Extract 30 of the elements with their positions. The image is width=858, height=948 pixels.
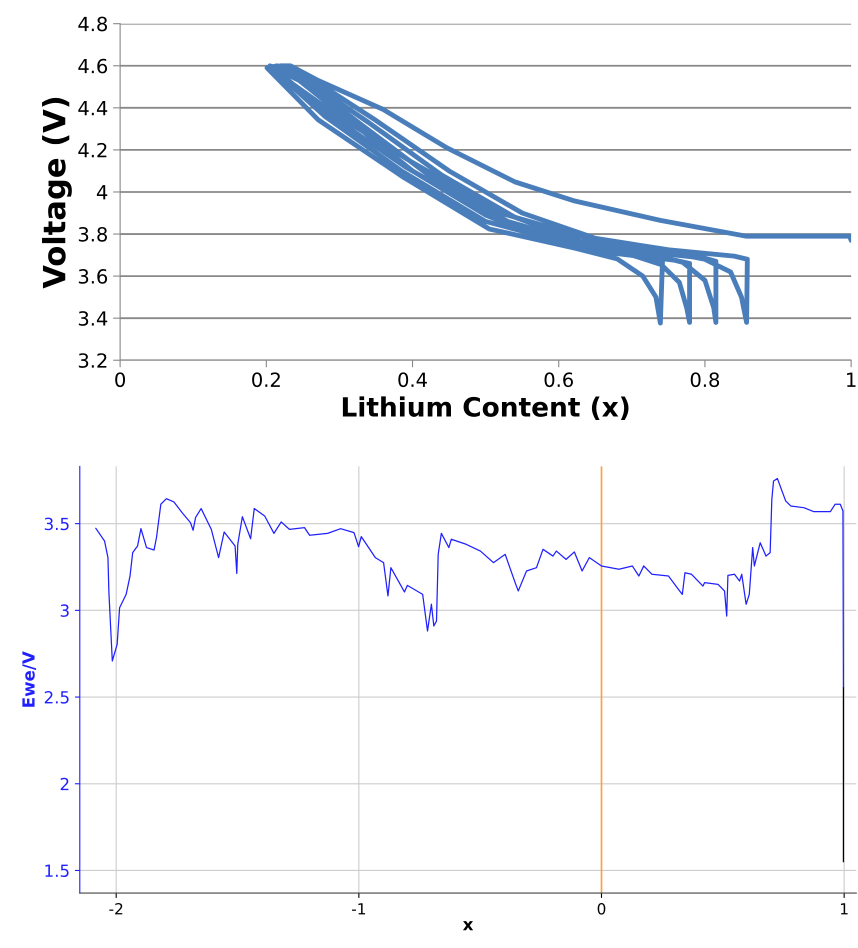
x-tick-label: 1 — [840, 903, 848, 914]
y-tick-label: 3.6 — [78, 269, 108, 284]
line-series — [95, 478, 844, 688]
y-tick-label: 3.2 — [78, 353, 106, 368]
y-tick-label: 1.5 — [45, 864, 69, 878]
x-tick-label: -2 — [109, 903, 122, 914]
x-tick-label: 0.6 — [544, 372, 573, 388]
y-tick-label: 4.2 — [78, 142, 106, 158]
x-tick-label: -1 — [352, 903, 366, 914]
y-tick-label: 4.8 — [78, 16, 107, 32]
y-tick-label: 3 — [60, 604, 69, 617]
x-tick-label: 0.4 — [398, 372, 427, 388]
x-tick-label: 0.2 — [252, 372, 280, 388]
x-tick-label: 0 — [598, 903, 606, 915]
y-tick-label: 4.6 — [78, 58, 108, 74]
y-tick-label: 3.5 — [44, 518, 69, 530]
y-tick-label: 4.4 — [78, 101, 108, 116]
y-tick-label: 2.5 — [44, 691, 69, 704]
x-axis-title: x — [462, 921, 474, 930]
x-axis-title: Lithium Content (x) — [342, 396, 629, 420]
x-tick-label: 0 — [115, 372, 126, 388]
y-tick-label: 3.8 — [78, 226, 107, 242]
line-series — [264, 63, 852, 326]
y-tick-label: 3.4 — [78, 311, 108, 326]
x-tick-label: 0.8 — [690, 372, 720, 388]
y-axis-title: Voltage (V) — [42, 98, 72, 289]
y-axis-title: Ewe/V — [22, 651, 36, 707]
y-tick-label: 4 — [96, 185, 108, 200]
x-tick-label: 1 — [847, 372, 856, 387]
y-tick-label: 2 — [60, 778, 68, 790]
